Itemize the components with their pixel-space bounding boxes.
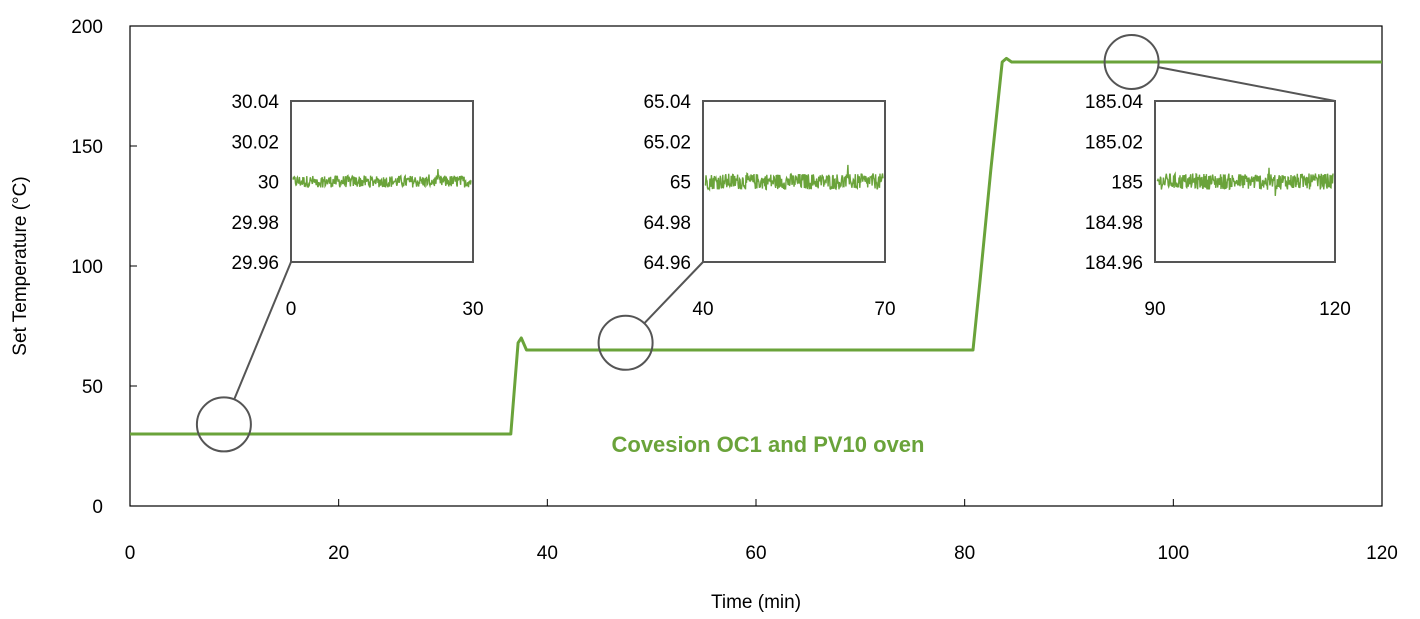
- x-axis-title: Time (min): [711, 592, 801, 613]
- x-tick-label: 100: [1157, 543, 1189, 564]
- inset-y-tick-label: 65.04: [643, 92, 691, 113]
- callout-circle: [1103, 34, 1160, 90]
- inset-y-tick-label: 184.96: [1085, 253, 1143, 274]
- y-tick-label: 0: [92, 497, 103, 518]
- inset-y-tick-label: 64.98: [643, 213, 691, 234]
- callout-circle: [597, 314, 654, 371]
- inset-x-tick-label: 0: [286, 299, 297, 320]
- inset-series-line: [1156, 167, 1334, 196]
- inset-x-tick-label: 30: [462, 299, 483, 320]
- y-tick-label: 150: [71, 137, 103, 158]
- callouts: [195, 34, 1336, 453]
- inset-y-tick-label: 30.04: [231, 92, 279, 113]
- x-tick-label: 40: [537, 543, 558, 564]
- inset-series-line: [704, 164, 884, 192]
- x-tick-label: 60: [745, 543, 766, 564]
- x-tick-label: 20: [328, 543, 349, 564]
- callout-connector: [233, 261, 292, 400]
- y-tick-label: 50: [82, 377, 103, 398]
- inset-x-tick-label: 40: [692, 299, 713, 320]
- inset-y-tick-label: 64.96: [643, 253, 691, 274]
- callout-circle: [195, 396, 252, 453]
- x-tick-label: 80: [954, 543, 975, 564]
- inset-y-tick-label: 184.98: [1085, 213, 1143, 234]
- inset-y-tick-label: 185.04: [1085, 92, 1144, 113]
- x-tick-label: 0: [125, 543, 136, 564]
- inset-x-tick-label: 70: [874, 299, 895, 320]
- x-tick-label: 120: [1366, 543, 1398, 564]
- callout-connector: [1157, 66, 1336, 102]
- inset-x-tick-label: 120: [1319, 299, 1351, 320]
- inset-series-line: [292, 169, 472, 189]
- insets: 30.04 30.02 30 29.98 29.96 0 30 65.04 65.02 65 64.…: [231, 92, 1350, 320]
- inset-y-tick-label: 185: [1111, 173, 1143, 194]
- inset-y-tick-label: 29.96: [231, 253, 279, 274]
- y-tick-label: 200: [71, 17, 103, 38]
- inset-chart: 65.04 65.02 65 64.98 64.96 40 70: [643, 92, 895, 320]
- y-axis-title: Set Temperature (°C): [10, 176, 31, 355]
- inset-y-tick-label: 185.02: [1085, 132, 1143, 153]
- inset-y-tick-label: 30: [258, 173, 279, 194]
- inset-chart: 185.04 185.02 185 184.98 184.96 90 120: [1085, 92, 1351, 320]
- inset-y-tick-label: 65: [670, 173, 691, 194]
- inset-y-tick-label: 29.98: [231, 213, 279, 234]
- main-series-line: [130, 56, 1382, 436]
- inset-chart: 30.04 30.02 30 29.98 29.96 0 30: [231, 92, 483, 320]
- y-axis-ticks: 0 50 100 150 200: [71, 17, 137, 518]
- inset-y-tick-label: 30.02: [231, 132, 279, 153]
- y-tick-label: 100: [71, 257, 103, 278]
- inset-y-tick-label: 65.02: [643, 132, 691, 153]
- series-annotation: Covesion OC1 and PV10 oven: [612, 432, 925, 457]
- x-axis-ticks: 0 20 40 60 80 100 120: [125, 499, 1398, 564]
- callout-connector: [643, 261, 704, 324]
- inset-x-tick-label: 90: [1144, 299, 1165, 320]
